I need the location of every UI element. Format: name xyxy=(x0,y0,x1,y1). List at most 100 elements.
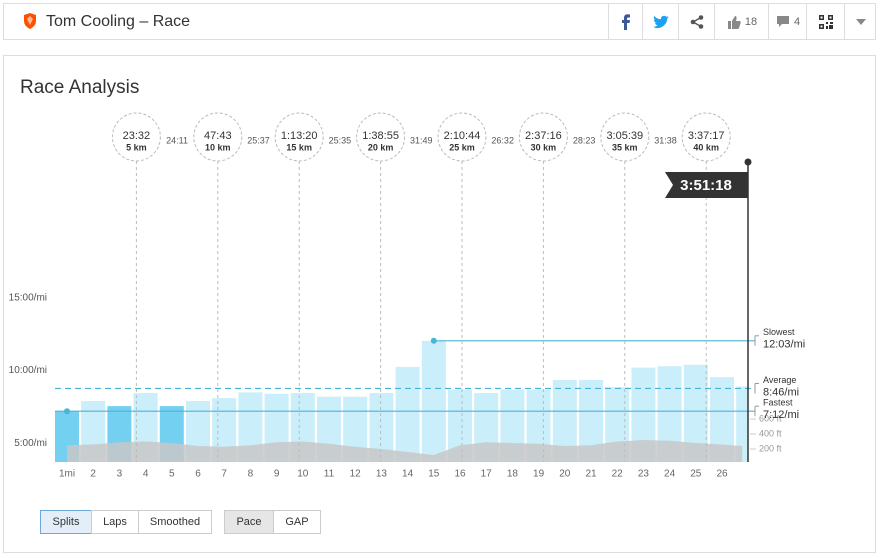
kudos-button[interactable]: 18 xyxy=(714,4,769,39)
split-time: 3:05:39 xyxy=(606,130,643,142)
split-marker xyxy=(437,112,487,162)
split-marker xyxy=(193,112,243,162)
x-tick-label: 6 xyxy=(195,469,201,480)
x-tick-label: 14 xyxy=(402,469,414,480)
x-tick-label: 8 xyxy=(248,469,254,480)
split-marker xyxy=(274,112,324,162)
x-tick-label: 13 xyxy=(376,469,388,480)
x-tick-label: 26 xyxy=(716,469,728,480)
x-tick-label: 21 xyxy=(585,469,597,480)
y-tick-label: 15:00/mi xyxy=(9,293,47,304)
split-marker xyxy=(356,112,406,162)
split-distance: 15 km xyxy=(286,142,312,152)
x-tick-label: 7 xyxy=(221,469,227,480)
split-interval: 31:38 xyxy=(654,135,677,145)
view-button[interactable]: Laps xyxy=(91,510,139,534)
x-tick-label: 4 xyxy=(143,469,149,480)
split-distance: 30 km xyxy=(531,142,557,152)
facebook-button[interactable] xyxy=(608,4,643,39)
x-tick-label: 25 xyxy=(690,469,702,480)
thumb-icon xyxy=(727,15,741,29)
x-tick-label: 10 xyxy=(297,469,309,480)
split-time: 2:10:44 xyxy=(444,130,481,142)
x-tick-label: 11 xyxy=(324,469,335,480)
x-tick-label: 24 xyxy=(664,469,676,480)
twitter-button[interactable] xyxy=(642,4,679,39)
x-tick-label: 19 xyxy=(533,469,545,480)
activity-title: Tom Cooling – Race xyxy=(46,13,191,30)
analysis-panel xyxy=(3,55,876,553)
share-button[interactable] xyxy=(678,4,715,39)
header-bar: Tom Cooling – Race 18 4 xyxy=(3,3,876,40)
split-time: 23:32 xyxy=(123,130,151,142)
more-button[interactable] xyxy=(844,4,877,39)
metric-button[interactable]: GAP xyxy=(273,510,321,534)
x-tick-label: 12 xyxy=(350,469,362,480)
y2-tick-label: 600 ft xyxy=(759,413,782,423)
reference-label: 7:12/mi xyxy=(763,409,799,421)
chart-title: Race Analysis xyxy=(20,77,139,98)
split-time: 2:37:16 xyxy=(525,130,562,142)
split-distance: 40 km xyxy=(693,142,719,152)
x-tick-label: 1mi xyxy=(59,469,75,480)
reference-label: 12:03/mi xyxy=(763,339,805,351)
split-distance: 35 km xyxy=(612,142,638,152)
bar xyxy=(736,386,749,462)
split-distance: 5 km xyxy=(126,142,147,152)
split-marker xyxy=(518,112,568,162)
twitter-icon xyxy=(653,15,669,28)
elevation-area xyxy=(67,440,743,462)
x-tick-label: 18 xyxy=(507,469,519,480)
split-interval: 26:32 xyxy=(491,135,514,145)
split-interval: 25:35 xyxy=(329,135,352,145)
share-icon xyxy=(690,14,704,29)
split-distance: 20 km xyxy=(368,142,394,152)
split-time: 47:43 xyxy=(204,130,232,142)
view-button[interactable]: Smoothed xyxy=(138,510,212,534)
y-tick-label: 5:00/mi xyxy=(14,438,47,449)
y2-tick-label: 200 ft xyxy=(759,443,782,453)
split-marker xyxy=(600,112,650,162)
kudos-count: 18 xyxy=(744,15,758,28)
x-tick-label: 5 xyxy=(169,469,175,480)
x-tick-label: 3 xyxy=(117,469,123,480)
x-tick-label: 16 xyxy=(454,469,466,480)
shield-icon xyxy=(24,13,36,29)
split-interval: 31:49 xyxy=(410,135,433,145)
split-time: 1:13:20 xyxy=(281,130,318,142)
x-tick-label: 22 xyxy=(612,469,624,480)
reference-label: 8:46/mi xyxy=(763,386,799,398)
finish-dot xyxy=(744,158,752,166)
facebook-icon xyxy=(622,13,630,30)
split-interval: 24:11 xyxy=(166,135,188,145)
split-marker xyxy=(111,112,161,162)
bar xyxy=(395,366,420,462)
caret-icon xyxy=(856,18,866,25)
reference-dot xyxy=(64,408,70,415)
x-tick-label: 23 xyxy=(638,469,650,480)
y-tick-label: 10:00/mi xyxy=(9,365,47,376)
reference-name: Average xyxy=(763,375,796,385)
split-interval: 28:23 xyxy=(573,135,596,145)
qr-icon xyxy=(819,14,833,29)
comment-icon xyxy=(776,16,789,27)
split-time: 1:38:55 xyxy=(362,130,399,142)
reference-name: Fastest xyxy=(763,398,793,408)
comment-count: 4 xyxy=(793,15,801,28)
finish-flag xyxy=(665,172,748,198)
x-tick-label: 2 xyxy=(90,469,96,480)
reference-dot xyxy=(430,337,437,344)
bar xyxy=(421,340,446,462)
finish-time: 3:51:18 xyxy=(680,177,732,194)
reference-name: Slowest xyxy=(763,327,795,337)
comments-button[interactable]: 4 xyxy=(768,4,807,39)
x-tick-label: 15 xyxy=(428,469,440,480)
x-tick-label: 20 xyxy=(559,469,571,480)
view-button[interactable]: Splits xyxy=(40,510,92,534)
qr-button[interactable] xyxy=(806,4,845,39)
metric-button[interactable]: Pace xyxy=(224,510,274,534)
x-tick-label: 17 xyxy=(481,469,493,480)
split-time: 3:37:17 xyxy=(688,130,725,142)
